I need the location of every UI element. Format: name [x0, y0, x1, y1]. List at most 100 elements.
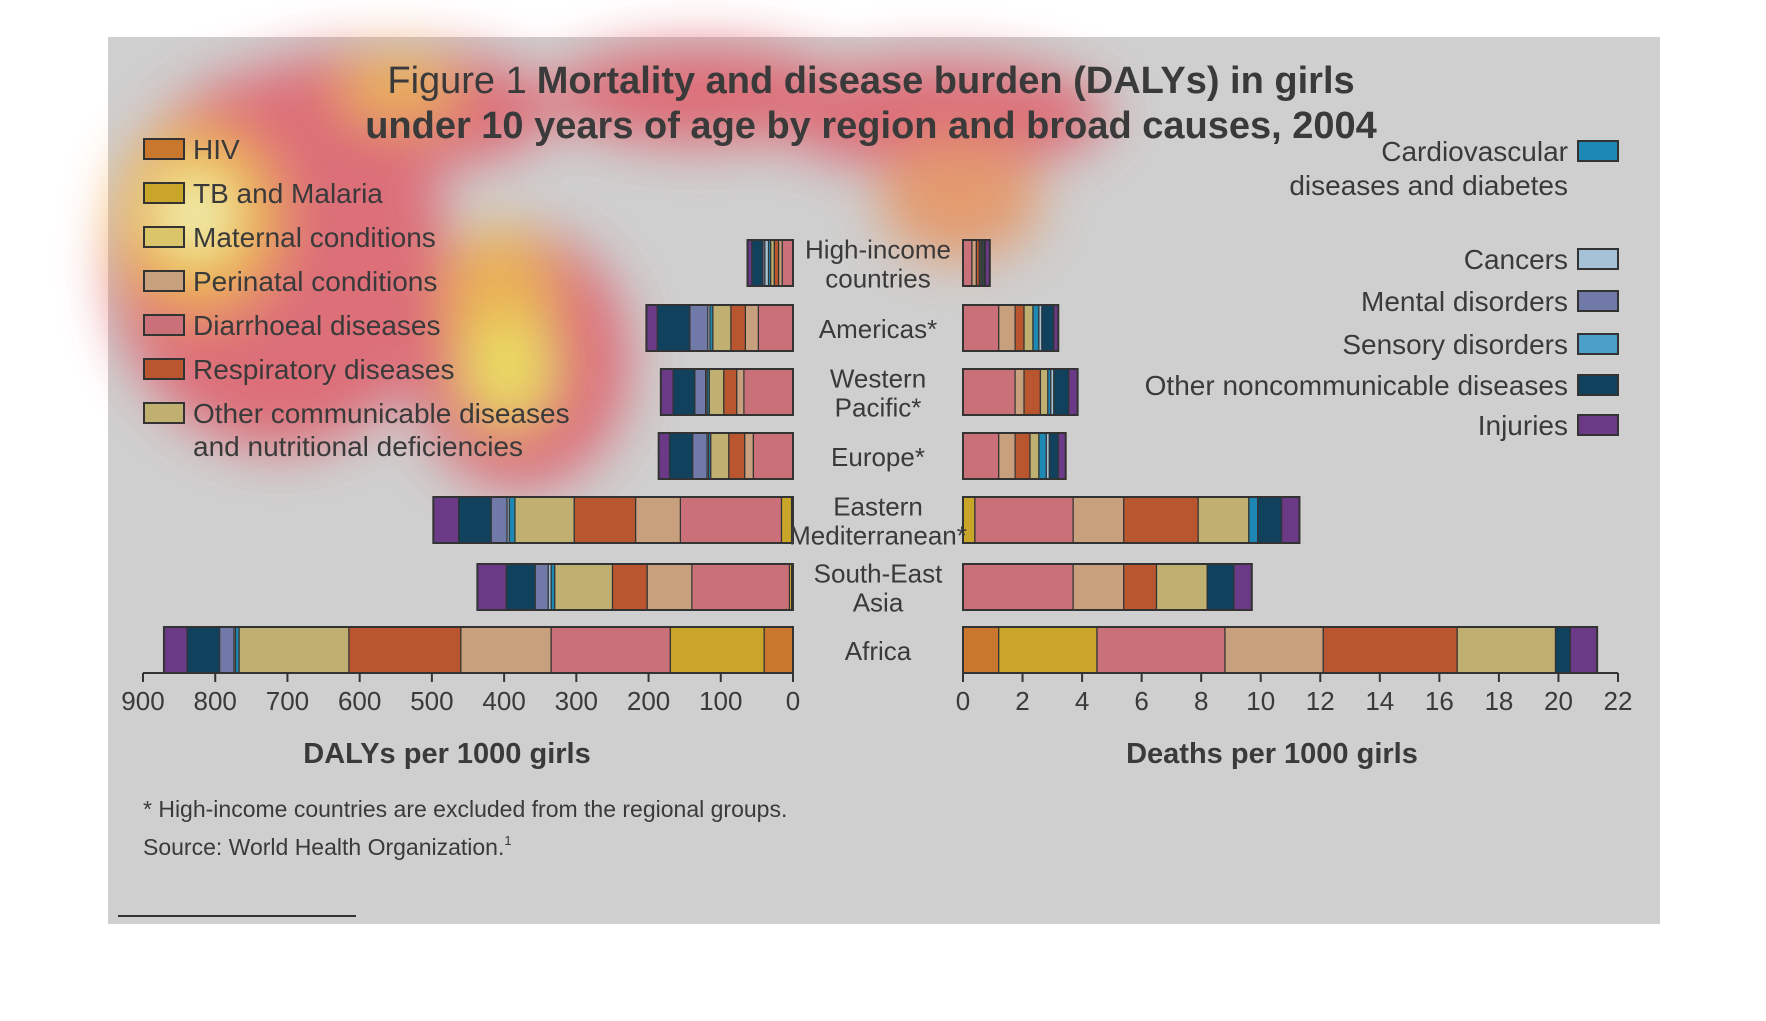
dalys-tick-label-100: 100 — [699, 686, 742, 716]
deaths-bar-6-hiv — [962, 626, 1000, 674]
deaths-chart — [962, 239, 1599, 674]
dalys-bar-1-injuries — [645, 304, 658, 352]
legend-swatch-hiv — [143, 138, 185, 160]
dalys-bar-6-tb_malaria — [669, 626, 765, 674]
dalys-bar-2-mental — [694, 368, 707, 416]
legend-label-perinatal: Perinatal conditions — [193, 266, 437, 297]
deaths-bar-5-respiratory — [1123, 563, 1158, 611]
region-label-2-1: Pacific* — [835, 393, 922, 423]
deaths-bar-2-perinatal — [1014, 368, 1025, 416]
deaths-bar-5-other_comm — [1155, 563, 1208, 611]
deaths-axis-title: Deaths per 1000 girls — [1126, 738, 1418, 770]
dalys-tick-label-800: 800 — [194, 686, 237, 716]
deaths-tick-label-10: 10 — [1246, 686, 1275, 716]
region-label-5-0: South-East — [814, 559, 943, 589]
deaths-tick-label-12: 12 — [1306, 686, 1335, 716]
dalys-bar-1-other_comm — [712, 304, 732, 352]
dalys-bar-6-respiratory — [348, 626, 462, 674]
dalys-bar-3-diarrhoeal — [752, 432, 794, 480]
dalys-chart — [162, 239, 795, 674]
region-label-2-0: Western — [830, 364, 926, 394]
legend-label-mental: Mental disorders — [1361, 286, 1568, 317]
deaths-bar-6-other_ncd — [1554, 626, 1571, 674]
deaths-bar-2-injuries — [1068, 368, 1079, 416]
title-line-2: under 10 years of age by region and broa… — [365, 105, 1377, 147]
deaths-bar-outline-4 — [962, 496, 1301, 544]
deaths-bar-2-other_ncd — [1053, 368, 1070, 416]
deaths-bar-3-other_ncd — [1048, 432, 1059, 480]
deaths-bar-3-other_comm — [1029, 432, 1040, 480]
dalys-tick-label-700: 700 — [266, 686, 309, 716]
legend-left: HIV TB and Malaria Maternal conditions Peri… — [143, 134, 570, 462]
deaths-tick-label-6: 6 — [1134, 686, 1148, 716]
dalys-bar-3-other_comm — [710, 432, 730, 480]
legend-label-other_comm-line2: and nutritional deficiencies — [193, 431, 523, 462]
deaths-bar-3-perinatal — [998, 432, 1016, 480]
region-label-4-1: Mediterranean* — [789, 521, 967, 551]
deaths-bar-1-other_ncd — [1041, 304, 1055, 352]
dalys-bar-5-injuries — [476, 563, 507, 611]
dalys-bar-5-other_comm — [554, 563, 614, 611]
deaths-bar-5-injuries — [1233, 563, 1253, 611]
region-label-1-0: Americas* — [819, 314, 937, 344]
deaths-tick-label-0: 0 — [956, 686, 970, 716]
dalys-bar-4-mental — [490, 496, 508, 544]
dalys-tick-label-200: 200 — [627, 686, 670, 716]
deaths-bar-1-diarrhoeal — [962, 304, 1000, 352]
legend-label-other_comm: Other communicable diseases — [193, 398, 570, 429]
legend-swatch-sensory — [1577, 333, 1619, 355]
dalys-bar-2-other_comm — [708, 368, 725, 416]
legend-swatch-mental — [1577, 290, 1619, 312]
dalys-bar-0-respiratory — [773, 239, 780, 287]
deaths-bar-4-other_comm — [1197, 496, 1250, 544]
deaths-tick-label-2: 2 — [1015, 686, 1029, 716]
dalys-bar-3-perinatal — [744, 432, 754, 480]
deaths-bar-6-respiratory — [1322, 626, 1458, 674]
region-label-6-0: Africa — [845, 636, 912, 666]
deaths-bar-4-perinatal — [1072, 496, 1125, 544]
dalys-bar-3-mental — [692, 432, 708, 480]
dalys-tick-label-900: 900 — [121, 686, 164, 716]
legend-label-cancers: Cancers — [1464, 244, 1568, 275]
legend-label-injuries: Injuries — [1478, 410, 1568, 441]
legend-swatch-perinatal — [143, 270, 185, 292]
dalys-bar-6-perinatal — [460, 626, 552, 674]
dalys-axis-title: DALYs per 1000 girls — [303, 738, 590, 770]
deaths-tick-label-22: 22 — [1604, 686, 1633, 716]
dalys-bar-2-diarrhoeal — [743, 368, 794, 416]
legend-swatch-other_ncd — [1577, 374, 1619, 396]
legend-label-cardio-line2: diseases and diabetes — [1289, 170, 1568, 201]
legend-swatch-cardio — [1577, 140, 1619, 162]
deaths-bar-1-other_comm — [1023, 304, 1034, 352]
deaths-bar-4-injuries — [1280, 496, 1301, 544]
chart-title: Figure 1 Mortality and disease burden (DA… — [365, 60, 1377, 147]
deaths-bar-3-respiratory — [1014, 432, 1031, 480]
dalys-bar-6-other_comm — [238, 626, 350, 674]
deaths-bar-4-diarrhoeal — [974, 496, 1074, 544]
deaths-bar-3-cardio — [1038, 432, 1047, 480]
legend-label-diarrhoeal: Diarrhoeal diseases — [193, 310, 440, 341]
dalys-bar-1-respiratory — [730, 304, 746, 352]
deaths-bar-outline-5 — [962, 563, 1253, 611]
deaths-tick-label-14: 14 — [1365, 686, 1394, 716]
deaths-bar-6-diarrhoeal — [1096, 626, 1226, 674]
dalys-bar-4-other_ncd — [458, 496, 492, 544]
deaths-bar-2-diarrhoeal — [962, 368, 1016, 416]
deaths-bar-1-respiratory — [1014, 304, 1025, 352]
deaths-tick-label-4: 4 — [1075, 686, 1089, 716]
dalys-bar-3-injuries — [658, 432, 671, 480]
dalys-bar-1-perinatal — [744, 304, 759, 352]
deaths-bar-3-diarrhoeal — [962, 432, 1000, 480]
dalys-bar-3-other_ncd — [668, 432, 694, 480]
dalys-bar-2-perinatal — [736, 368, 745, 416]
dalys-bar-outline-2 — [659, 368, 794, 416]
deaths-bar-4-other_ncd — [1257, 496, 1283, 544]
deaths-bar-6-tb_malaria — [998, 626, 1098, 674]
dalys-bar-5-respiratory — [611, 563, 648, 611]
dalys-bar-5-other_ncd — [505, 563, 536, 611]
legend-swatch-tb_malaria — [143, 182, 185, 204]
